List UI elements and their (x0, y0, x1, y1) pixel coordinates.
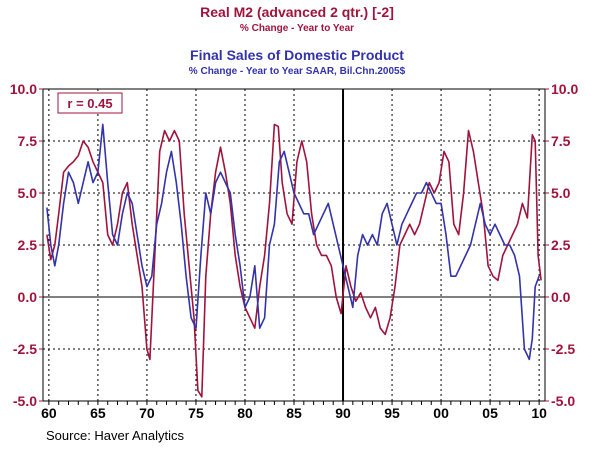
y-tick-label-left: -5.0 (13, 393, 37, 409)
x-tick-label: 05 (482, 405, 498, 421)
correlation-box (57, 92, 123, 114)
x-tick-label: 85 (286, 405, 302, 421)
y-tick-label-right: 7.5 (551, 133, 571, 149)
y-tick-label-right: 0.0 (551, 289, 571, 305)
y-tick-label-right: -2.5 (551, 341, 575, 357)
chart-title-2: Final Sales of Domestic Product (190, 47, 404, 63)
x-tick-label: 70 (139, 405, 155, 421)
tick-labels: 10.0 10.0 7.5 7.5 5.0 5.0 2.5 2.5 0.0 0.0 -2.5 -2.5… (10, 81, 579, 421)
series-group (46, 123, 542, 398)
series-line-final-sales (46, 123, 540, 361)
correlation-label: r = 0.45 (67, 96, 112, 111)
x-tick-label: 90 (335, 405, 351, 421)
x-tick-label: 65 (90, 405, 106, 421)
chart-subtitle-2: % Change - Year to Year SAAR, Bil.Chn.20… (189, 66, 406, 77)
y-tick-label-right: 5.0 (551, 185, 571, 201)
x-tick-label: 00 (433, 405, 449, 421)
chart-subtitle: % Change - Year to Year (240, 23, 354, 34)
y-tick-label-right: 10.0 (551, 81, 578, 97)
y-tick-label-left: 0.0 (18, 289, 38, 305)
y-tick-label-right: -5.0 (551, 393, 575, 409)
y-tick-label-left: 7.5 (18, 133, 38, 149)
x-tick-label: 95 (384, 405, 400, 421)
x-tick-label: 10 (531, 405, 547, 421)
y-tick-label-left: -2.5 (13, 341, 37, 357)
x-tick-label: 80 (237, 405, 253, 421)
x-tick-label: 60 (41, 405, 57, 421)
x-tick-label: 75 (188, 405, 204, 421)
y-tick-label-left: 5.0 (18, 185, 38, 201)
chart-title: Real M2 (advanced 2 qtr.) [-2] (200, 4, 394, 20)
y-tick-label-left: 2.5 (18, 237, 38, 253)
y-tick-label-left: 10.0 (10, 81, 37, 97)
y-tick-label-right: 2.5 (551, 237, 571, 253)
source-note: Source: Haver Analytics (46, 428, 185, 443)
